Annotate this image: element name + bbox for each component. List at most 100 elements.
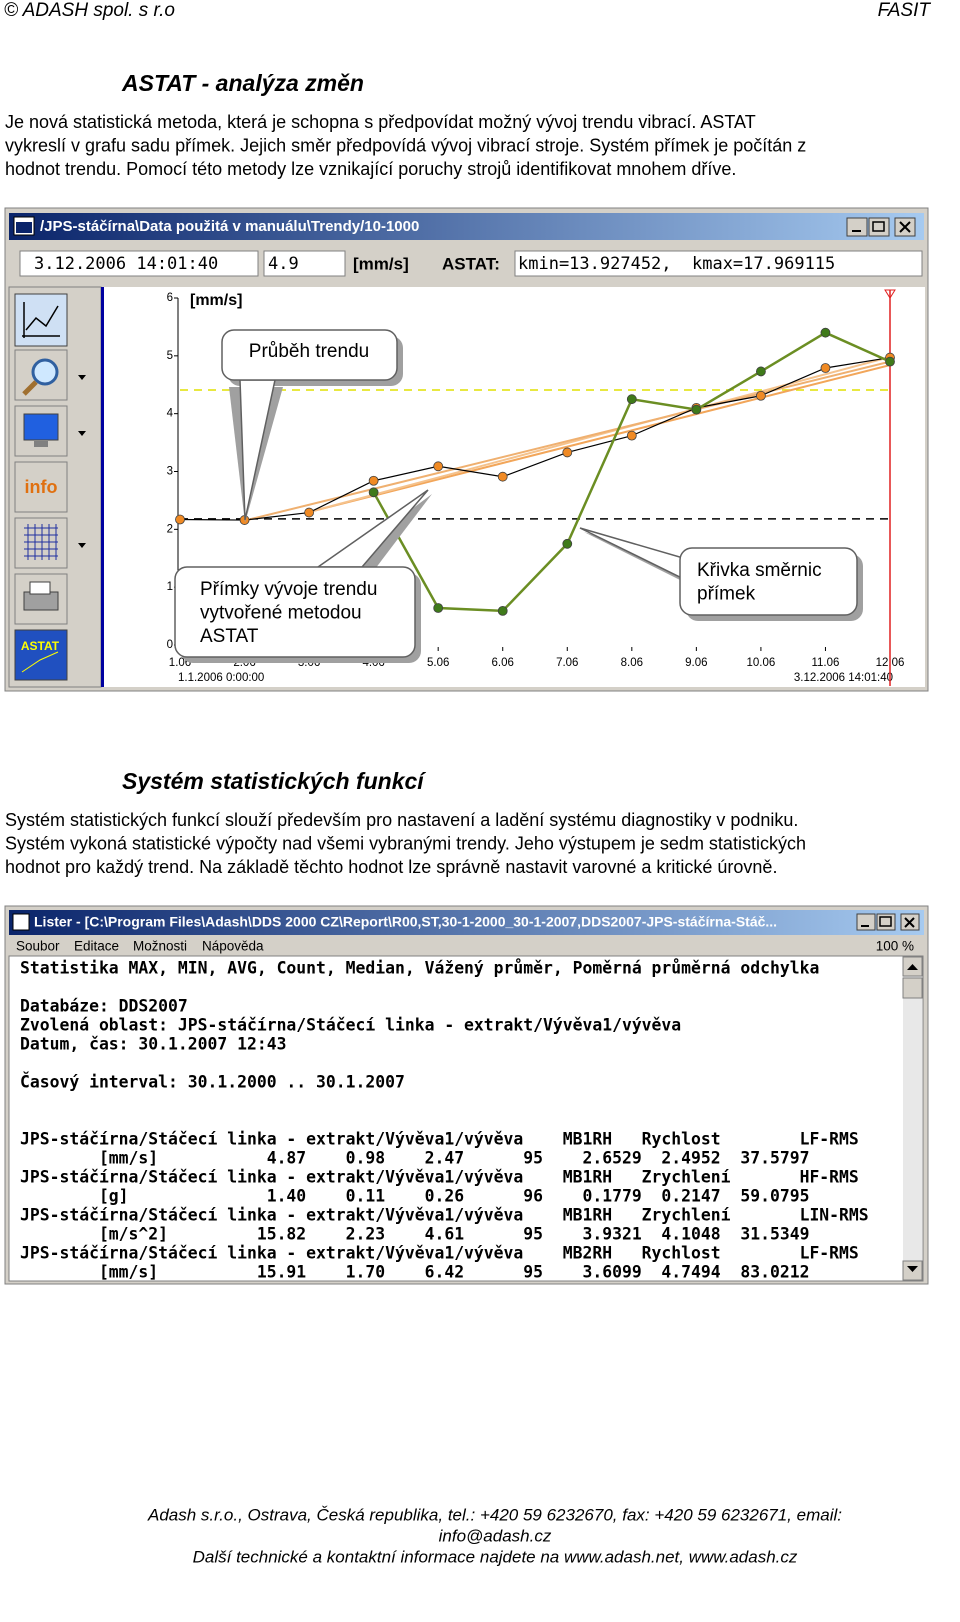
point — [175, 514, 185, 525]
y-tick-label: 6 — [167, 292, 173, 304]
toolbar[interactable]: info ASTAT — [14, 293, 86, 681]
report-line: [g] 1.40 0.11 0.26 96 0.1779 0.2147 59.0… — [20, 1187, 809, 1206]
header-left: © ADASH spol. s r.o — [4, 0, 175, 21]
paragraph: Je nová statistická metoda, která je sch… — [5, 112, 806, 179]
x-tick-label: 6.06 — [492, 657, 514, 669]
callout-text: Průběh trendu — [249, 341, 369, 362]
lister-window: Lister - [C:\Program Files\Adash\DDS 200… — [4, 905, 929, 1285]
text-line: vykreslí v grafu sadu přímek. Jejich smě… — [5, 135, 806, 155]
report-line: JPS-stáčírna/Stáčecí linka - extrakt/Výv… — [20, 1130, 859, 1149]
y-tick-label: 4 — [167, 408, 174, 420]
menu-bar: Soubor Editace Možnosti Nápověda — [16, 939, 264, 954]
callout-text: přímek — [697, 584, 756, 605]
x-end-label: 3.12.2006 14:01:40 — [794, 672, 893, 684]
point — [626, 394, 637, 405]
line — [308, 356, 891, 513]
menu-item: Možnosti — [133, 939, 187, 954]
callout: Přímky vývoje trendu vytvořené metodouAST… — [174, 489, 432, 663]
report-line: JPS-stáčírna/Stáčecí linka - extrakt/Výv… — [20, 1168, 859, 1187]
point — [304, 507, 314, 518]
text-line: hodnot pro každý trend. Na základě těcht… — [5, 857, 777, 877]
point — [691, 404, 702, 415]
callout-text: ASTAT — [200, 626, 259, 647]
point — [885, 356, 895, 367]
y-axis-label: [mm/s] — [190, 292, 242, 309]
text-line: Systém statistických funkcí slouží přede… — [5, 810, 798, 830]
y-tick-label: 1 — [167, 581, 173, 593]
window-buttons[interactable] — [846, 217, 916, 237]
line — [179, 356, 891, 521]
y-tick-label: 2 — [167, 523, 173, 535]
x-tick-label: 10.06 — [747, 657, 776, 669]
point — [368, 475, 379, 486]
callout-text: Křivka směrnic — [697, 560, 822, 581]
x-tick-label: 11.06 — [811, 657, 839, 669]
tool-label: ASTAT — [21, 639, 60, 653]
y-tick-label: 0 — [167, 639, 173, 651]
section-title: ASTAT - analýza změn — [121, 70, 364, 96]
window-buttons[interactable] — [856, 913, 920, 931]
callout: Průběh trendu — [221, 329, 403, 523]
report-line: [mm/s] 15.91 1.70 6.42 95 3.6099 4.7494 … — [20, 1263, 809, 1282]
point — [756, 366, 766, 377]
x-tick-label: 5.06 — [427, 657, 449, 669]
point — [497, 471, 508, 482]
point — [433, 461, 444, 472]
report-line: [mm/s] 4.87 0.98 2.47 95 2.6529 2.4952 3… — [20, 1149, 809, 1168]
header-right: FASIT — [878, 0, 932, 21]
window-title: /JPS-stáčírna\Data použitá v manuálu\Tre… — [40, 218, 419, 235]
paragraph: Systém statistických funkcí slouží přede… — [5, 810, 806, 877]
menu-item: Soubor — [16, 939, 60, 954]
callout: Křivka směrnic přímek — [579, 527, 863, 621]
point — [368, 487, 379, 498]
callout-text: Přímky vývoje trendu — [200, 579, 377, 600]
report-line: Databáze: DDS2007 — [20, 997, 188, 1016]
cursor-marker — [884, 289, 896, 299]
text-line: info@adash.cz — [439, 1526, 552, 1545]
point — [820, 363, 831, 373]
text-line: hodnot trendu. Pomocí této metody lze vz… — [5, 159, 736, 179]
menu-item: Editace — [74, 939, 119, 954]
report-line: Statistika MAX, MIN, AVG, Count, Median,… — [20, 959, 819, 978]
x-start-label: 1.1.2006 0:00:00 — [178, 672, 264, 684]
window-title: Lister - [C:\Program Files\Adash\DDS 200… — [34, 914, 777, 930]
x-tick-label: 7.06 — [556, 657, 578, 669]
report-line: Datum, čas: 30.1.2007 12:43 — [20, 1035, 286, 1054]
x-tick-label: 9.06 — [685, 657, 707, 669]
trend-window: /JPS-stáčírna\Data použitá v manuálu\Tre… — [4, 207, 929, 692]
point — [562, 447, 573, 458]
report-line: [m/s^2] 15.82 2.23 4.61 95 3.9321 4.1048… — [20, 1225, 809, 1244]
tool-label: info — [25, 477, 58, 497]
astat-label: ASTAT: — [442, 254, 500, 273]
unit: [mm/s] — [353, 254, 409, 273]
footer: Adash s.r.o., Ostrava, Česká republika, … — [147, 1505, 842, 1566]
section-title: Systém statistických funkcí — [122, 768, 426, 794]
point — [820, 327, 831, 338]
date-field: 3.12.2006 14:01:40 — [34, 254, 218, 274]
point — [562, 538, 573, 549]
point — [497, 605, 508, 616]
y-tick-label: 3 — [167, 466, 173, 478]
report-line: JPS-stáčírna/Stáčecí linka - extrakt/Výv… — [20, 1206, 869, 1225]
text-line: Adash s.r.o., Ostrava, Česká republika, … — [147, 1505, 842, 1524]
point — [626, 430, 637, 441]
point — [756, 390, 766, 401]
report-line: JPS-stáčírna/Stáčecí linka - extrakt/Výv… — [20, 1244, 859, 1263]
value-field: 4.9 — [268, 254, 299, 274]
text-line: Systém vykoná statistické výpočty nad vš… — [5, 833, 806, 853]
astat-field: kmin=13.927452, kmax=17.969115 — [518, 254, 835, 274]
callout-text: vytvořené metodou — [200, 603, 362, 624]
menu-item: Nápověda — [202, 939, 264, 954]
zoom: 100 % — [876, 939, 914, 954]
point — [433, 603, 444, 613]
x-tick-label: 8.06 — [621, 657, 643, 669]
line — [308, 364, 891, 513]
text-line: Další technické a kontaktní informace na… — [193, 1547, 798, 1566]
y-tick-label: 5 — [167, 350, 173, 362]
line — [244, 360, 891, 522]
text-line: Je nová statistická metoda, která je sch… — [5, 112, 756, 132]
report-line: Časový interval: 30.1.2000 .. 30.1.2007 — [20, 1073, 405, 1092]
